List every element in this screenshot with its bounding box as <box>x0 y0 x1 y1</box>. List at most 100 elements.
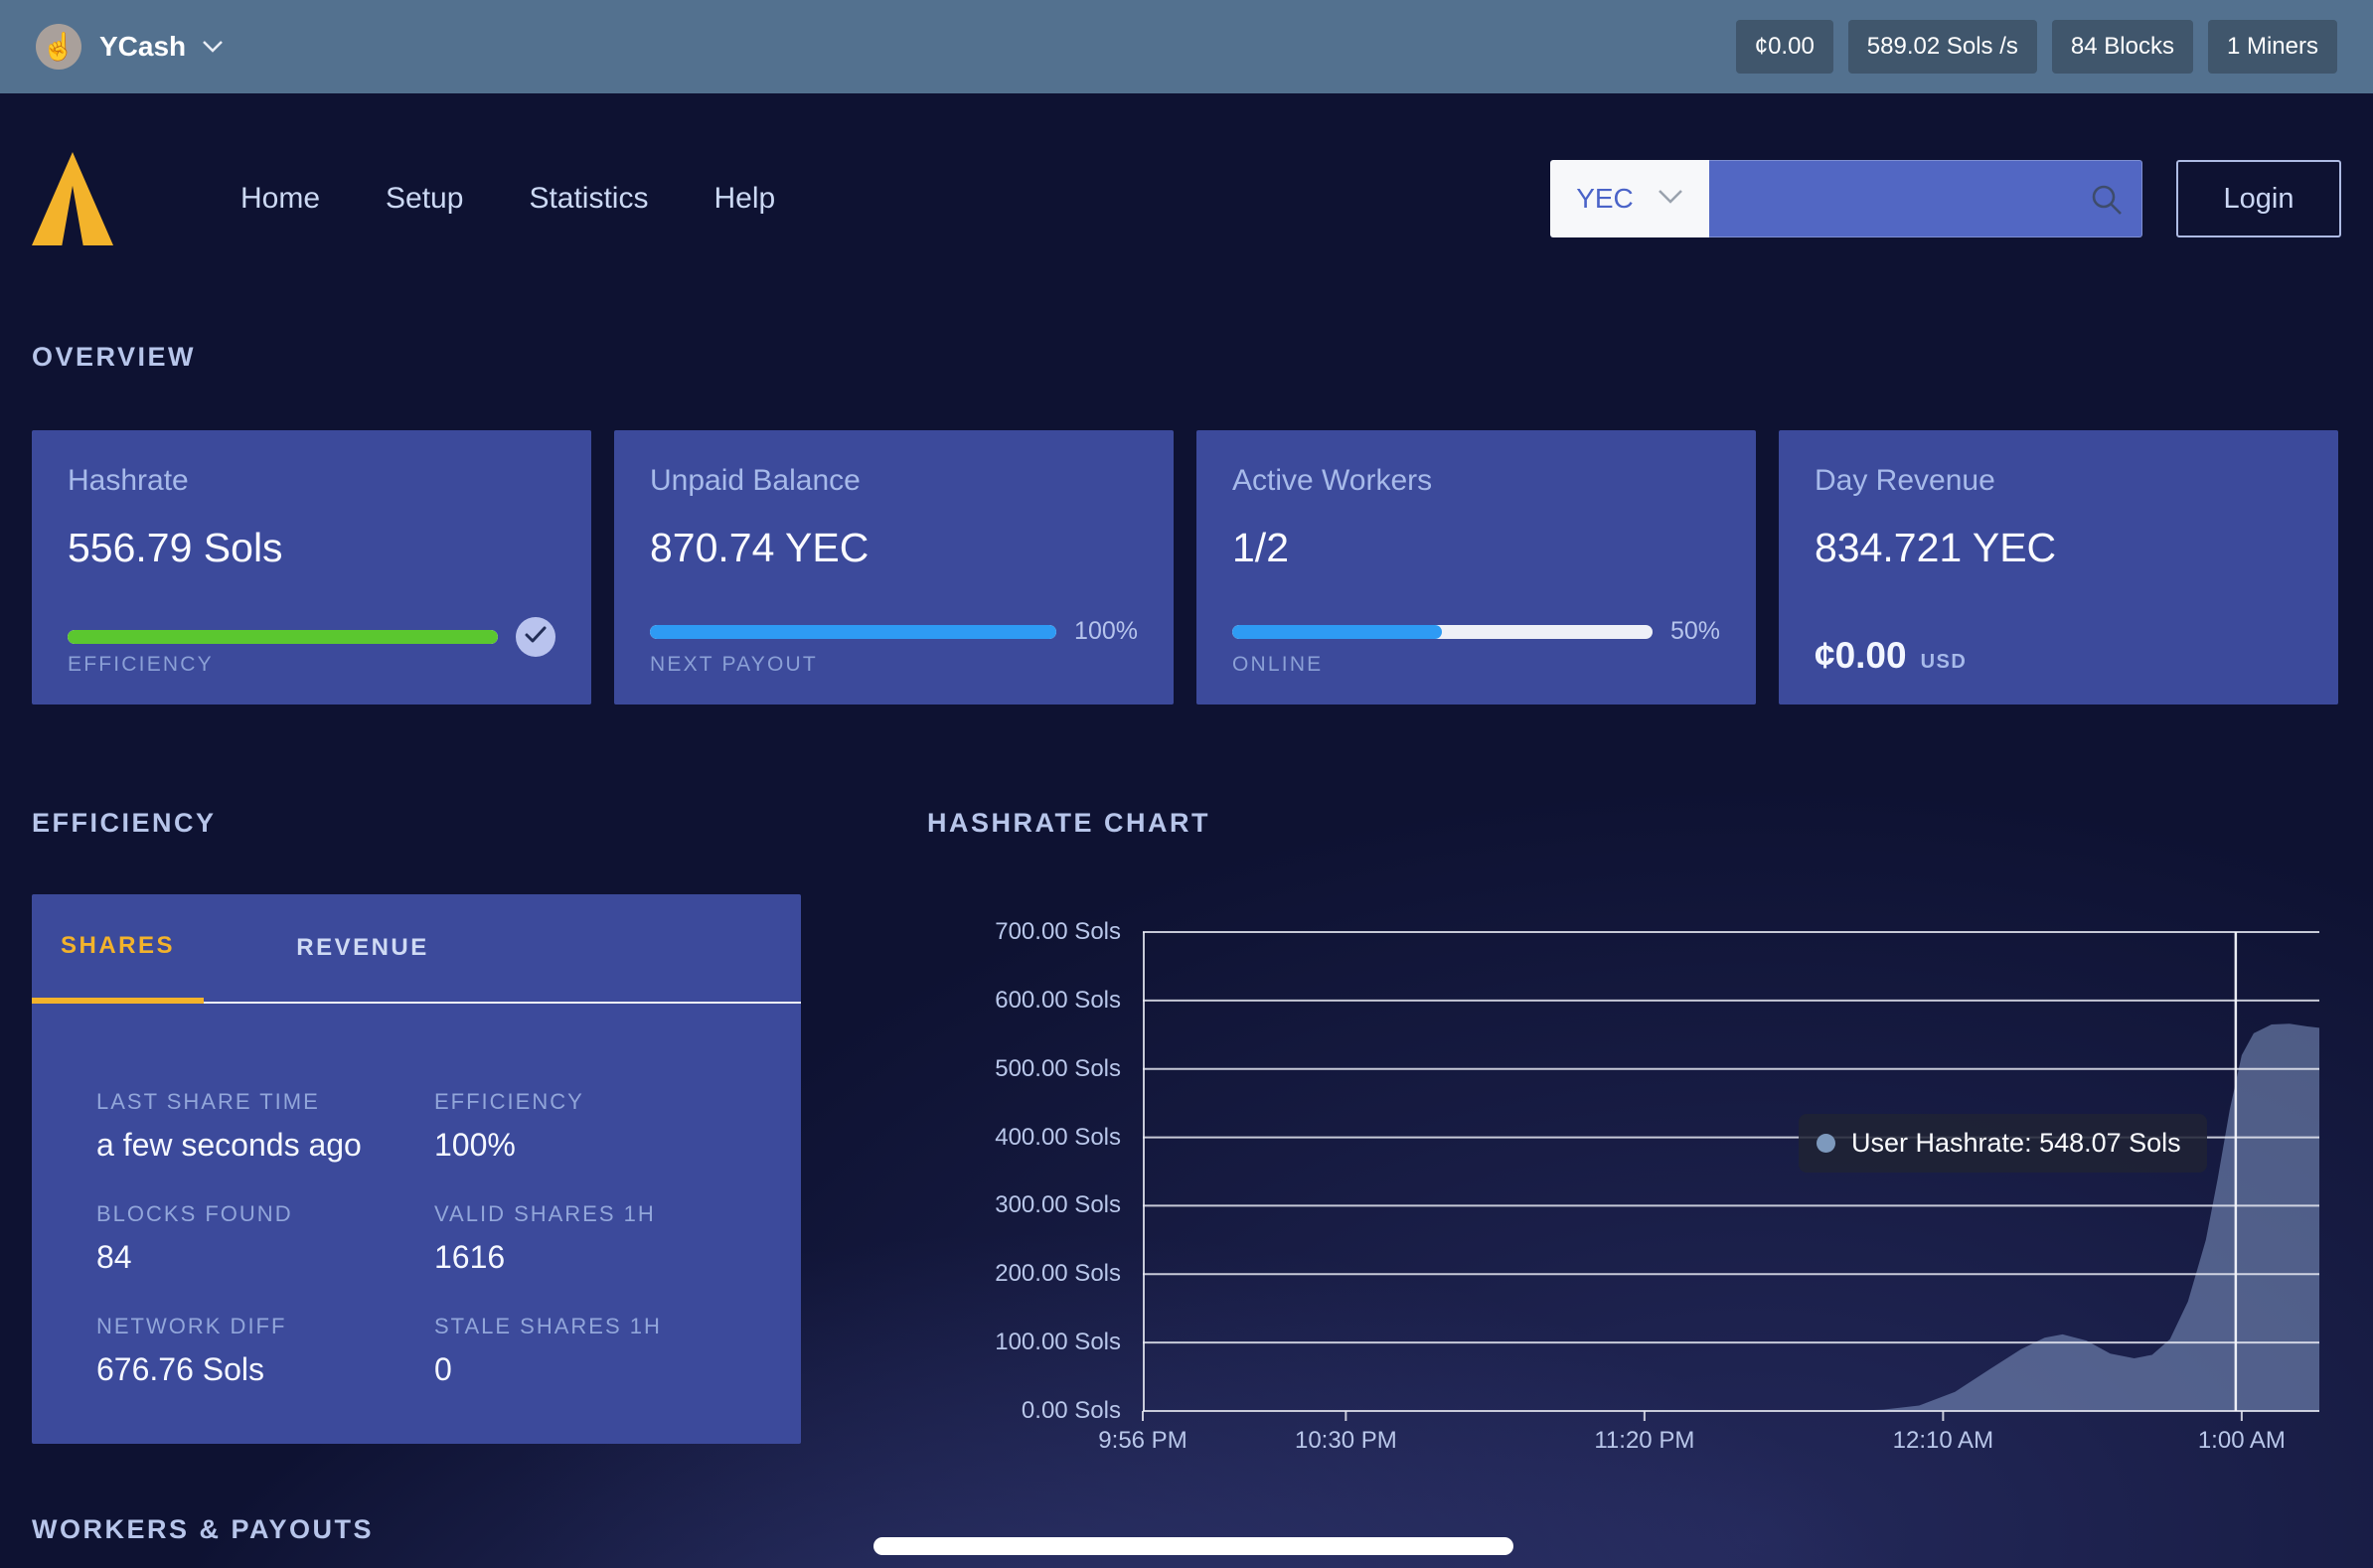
miners-badge: 1 Miners <box>2207 20 2337 74</box>
progress-percent: 100% <box>1074 617 1138 645</box>
x-axis-label: 9:56 PM <box>1098 1427 1187 1454</box>
y-axis-label: 500.00 Sols <box>995 1054 1121 1082</box>
check-badge <box>516 617 555 657</box>
chart-plot-area[interactable]: User Hashrate: 548.07 Sols <box>1142 931 2319 1421</box>
card-footer-label: NEXT PAYOUT <box>650 653 818 676</box>
chevron-down-icon[interactable] <box>202 40 224 54</box>
x-axis-label: 10:30 PM <box>1294 1427 1397 1454</box>
card-title: Day Revenue <box>1815 464 1995 497</box>
stat-value: a few seconds ago <box>96 1127 362 1163</box>
stat-label: STALE SHARES 1H <box>434 1314 662 1338</box>
search-group: YEC Login <box>1550 160 2341 237</box>
y-axis-labels: 700.00 Sols 600.00 Sols 500.00 Sols 400.00 … <box>927 918 1143 1424</box>
card-title: Active Workers <box>1232 464 1433 497</box>
nav-bar: Home Setup Statistics Help YEC Login <box>32 149 2341 248</box>
card-footer-label: ONLINE <box>1232 653 1324 676</box>
wallet-search-field <box>1709 160 2142 237</box>
stat-value: 100% <box>434 1127 516 1163</box>
progress-fill <box>68 630 498 644</box>
stat-stale-shares: STALE SHARES 1H 0 <box>434 1314 736 1388</box>
efficiency-progress <box>68 617 555 657</box>
y-axis-label: 700.00 Sols <box>995 918 1121 945</box>
payout-progress: 100% <box>650 617 1138 646</box>
stat-blocks-found: BLOCKS FOUND 84 <box>96 1201 434 1276</box>
brand-name: YCash <box>99 31 187 62</box>
nav-link-statistics[interactable]: Statistics <box>529 182 649 215</box>
stat-value: 0 <box>434 1351 452 1387</box>
hashrate-chart: 700.00 Sols 600.00 Sols 500.00 Sols 400.00 … <box>927 918 2341 1424</box>
x-axis-label: 1:00 AM <box>2197 1427 2286 1454</box>
tooltip-text: User Hashrate: 548.07 Sols <box>1851 1128 2181 1158</box>
workers-payouts-section-title: WORKERS & PAYOUTS <box>32 1514 375 1544</box>
usd-revenue: ¢0.00 USD <box>1815 635 1967 677</box>
progress-track <box>650 624 1057 639</box>
dashboard-row: EFFICIENCY SHARES REVENUE LAST SHARE TIM… <box>32 808 2341 1469</box>
price-badge: ¢0.00 <box>1735 20 1833 74</box>
search-icon[interactable] <box>2090 183 2124 222</box>
active-workers-card: Active Workers 1/2 50% ONLINE <box>1196 430 1756 705</box>
horizontal-scrollbar[interactable] <box>873 1537 1513 1555</box>
stat-value: 84 <box>96 1239 132 1275</box>
wallet-search-input[interactable] <box>1709 161 2141 236</box>
stat-label: BLOCKS FOUND <box>96 1201 293 1226</box>
stat-efficiency: EFFICIENCY 100% <box>434 1089 736 1164</box>
card-title: Unpaid Balance <box>650 464 861 497</box>
day-revenue-card: Day Revenue 834.721 YEC ¢0.00 USD <box>1779 430 2338 705</box>
overview-cards: Hashrate 556.79 Sols EFFICIENCY Unpaid B… <box>32 430 2341 705</box>
shaka-hand-icon: ☝ <box>42 32 76 62</box>
currency-select-value: YEC <box>1576 183 1634 214</box>
x-axis-label: 11:20 PM <box>1594 1427 1695 1454</box>
stat-network-diff: NETWORK DIFF 676.76 Sols <box>96 1314 434 1388</box>
efficiency-tabs: SHARES REVENUE <box>32 894 801 1004</box>
card-value: 870.74 YEC <box>650 525 870 570</box>
y-axis-label: 600.00 Sols <box>995 986 1121 1014</box>
unpaid-balance-card: Unpaid Balance 870.74 YEC 100% NEXT PAYO… <box>614 430 1174 705</box>
check-icon <box>525 626 547 649</box>
stat-valid-shares: VALID SHARES 1H 1616 <box>434 1201 736 1276</box>
stat-label: EFFICIENCY <box>434 1089 584 1114</box>
tab-shares[interactable]: SHARES <box>32 894 204 1004</box>
card-footer-label: EFFICIENCY <box>68 653 214 676</box>
online-progress: 50% <box>1232 617 1720 646</box>
currency-select[interactable]: YEC <box>1550 160 1709 237</box>
progress-track <box>1232 624 1653 639</box>
usd-unit-label: USD <box>1920 651 1968 673</box>
card-value: 834.721 YEC <box>1815 525 2057 570</box>
card-value: 556.79 Sols <box>68 525 283 570</box>
efficiency-column: EFFICIENCY SHARES REVENUE LAST SHARE TIM… <box>32 808 801 1444</box>
nav-link-help[interactable]: Help <box>713 182 776 215</box>
card-title: Hashrate <box>68 464 189 497</box>
ycash-logo-icon[interactable] <box>32 152 113 245</box>
pool-hashrate-badge: 589.02 Sols /s <box>1847 20 2037 74</box>
tab-revenue[interactable]: REVENUE <box>296 934 429 961</box>
hashrate-chart-title: HASHRATE CHART <box>927 808 1210 838</box>
stat-label: VALID SHARES 1H <box>434 1201 656 1226</box>
hashrate-card: Hashrate 556.79 Sols EFFICIENCY <box>32 430 591 705</box>
y-axis-label: 200.00 Sols <box>995 1260 1121 1288</box>
progress-fill <box>650 624 1057 639</box>
pool-stats-badges: ¢0.00 589.02 Sols /s 84 Blocks 1 Miners <box>1735 20 2337 74</box>
progress-percent: 50% <box>1669 617 1720 645</box>
efficiency-panel: SHARES REVENUE LAST SHARE TIME a few sec… <box>32 894 801 1444</box>
series-dot-icon <box>1817 1134 1835 1153</box>
stat-value: 1616 <box>434 1239 506 1275</box>
overview-section-title: OVERVIEW <box>32 342 197 372</box>
x-axis-label: 12:10 AM <box>1892 1427 1994 1454</box>
stat-last-share-time: LAST SHARE TIME a few seconds ago <box>96 1089 434 1164</box>
progress-fill <box>1232 624 1443 639</box>
nav-link-home[interactable]: Home <box>240 182 321 215</box>
y-axis-label: 100.00 Sols <box>995 1329 1121 1356</box>
y-axis-label: 0.00 Sols <box>1021 1397 1121 1424</box>
login-button[interactable]: Login <box>2176 160 2341 237</box>
shares-stats-grid: LAST SHARE TIME a few seconds ago EFFICI… <box>32 1004 801 1388</box>
nav-link-setup[interactable]: Setup <box>386 182 464 215</box>
blocks-badge: 84 Blocks <box>2051 20 2193 74</box>
y-axis-label: 400.00 Sols <box>995 1123 1121 1151</box>
card-value: 1/2 <box>1232 525 1289 570</box>
progress-track <box>68 630 498 644</box>
select-chevron-icon <box>1658 189 1683 210</box>
brand-avatar[interactable]: ☝ <box>36 24 81 70</box>
chart-tooltip: User Hashrate: 548.07 Sols <box>1799 1114 2207 1173</box>
hashrate-area-series <box>1143 1023 2319 1411</box>
efficiency-section-title: EFFICIENCY <box>32 808 217 838</box>
